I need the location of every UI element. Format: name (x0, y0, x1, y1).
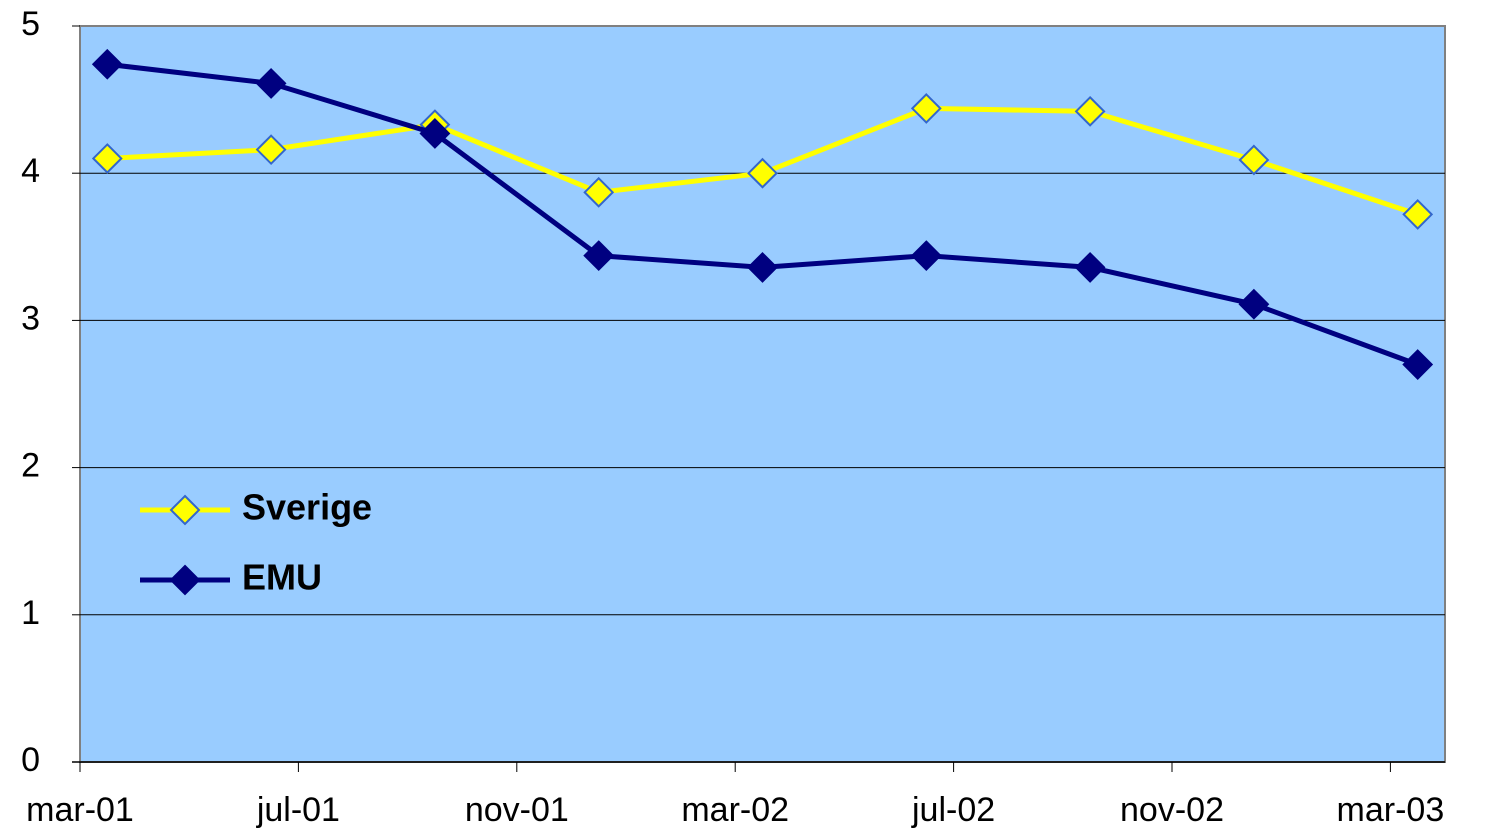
marker (747, 157, 778, 189)
legend-label: Sverige (242, 487, 372, 528)
x-tick-label: mar-02 (681, 791, 789, 829)
marker (91, 143, 123, 174)
marker (1238, 144, 1270, 176)
marker (747, 251, 778, 283)
marker (583, 176, 615, 208)
marker (1238, 288, 1270, 320)
y-tick-label: 2 (21, 447, 40, 485)
marker (583, 240, 615, 272)
y-tick-label: 0 (21, 741, 40, 779)
x-tick-label: jul-02 (911, 791, 995, 829)
marker (1402, 349, 1434, 380)
y-tick-label: 1 (21, 594, 40, 632)
marker (910, 93, 942, 124)
x-tick-label: jul-01 (256, 791, 340, 829)
marker (1402, 199, 1434, 230)
y-tick-label: 4 (21, 152, 40, 190)
y-tick-label: 3 (21, 299, 40, 337)
legend-marker (169, 564, 201, 596)
marker (419, 118, 451, 149)
x-tick-label: nov-01 (465, 791, 569, 829)
marker (1074, 95, 1106, 127)
x-tick-label: mar-01 (26, 791, 134, 829)
x-tick-label: mar-03 (1337, 791, 1445, 829)
marker (255, 67, 287, 99)
x-tick-label: nov-02 (1120, 791, 1224, 829)
legend-label: EMU (242, 557, 322, 598)
y-tick-label: 5 (21, 5, 40, 43)
marker (1074, 251, 1106, 283)
marker (91, 48, 123, 80)
legend-marker (169, 494, 201, 526)
plot-area (79, 25, 1446, 763)
marker (255, 134, 287, 166)
marker (910, 240, 942, 272)
